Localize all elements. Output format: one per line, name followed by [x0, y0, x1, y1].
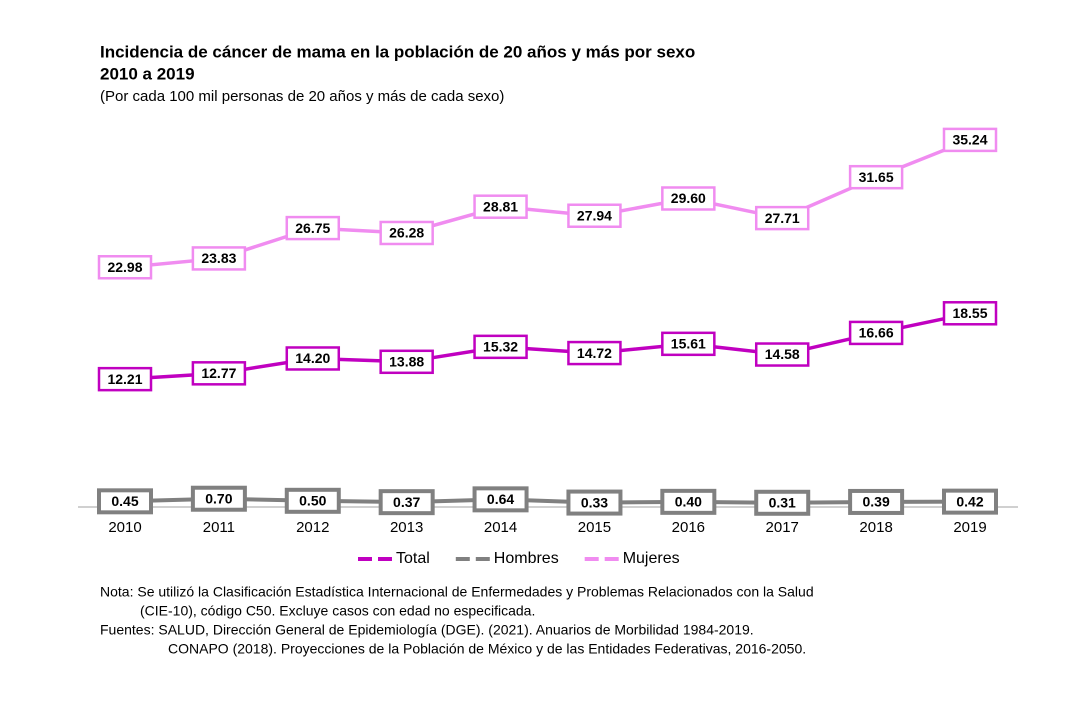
x-tick-label: 2017	[766, 519, 799, 536]
data-label: 26.75	[295, 220, 330, 236]
legend-label: Hombres	[494, 550, 559, 567]
data-label: 0.31	[769, 494, 796, 510]
data-label: 0.37	[393, 494, 420, 510]
data-label: 0.64	[487, 491, 514, 507]
data-label: 23.83	[201, 250, 236, 266]
data-label: 35.24	[952, 132, 987, 148]
label-box	[378, 489, 435, 516]
data-label: 0.39	[862, 494, 889, 510]
chart-title: Incidencia de cáncer de mama en la pobla…	[100, 42, 695, 61]
label-box	[97, 255, 153, 280]
label-box	[754, 342, 810, 367]
data-label: 29.60	[671, 190, 706, 206]
label-box	[472, 486, 529, 513]
label-box	[661, 186, 716, 211]
note: Nota: Se utilizó la Clasificación Estadí…	[100, 584, 814, 600]
data-label: 18.55	[952, 305, 987, 321]
label-box	[660, 488, 717, 515]
x-tick-label: 2016	[672, 519, 705, 536]
x-tick-label: 2019	[953, 519, 986, 536]
label-box	[567, 340, 622, 366]
label-box	[473, 334, 528, 360]
data-label: 0.42	[956, 493, 983, 509]
data-label: 14.58	[765, 346, 800, 362]
data-label: 0.40	[675, 494, 702, 510]
label-box	[942, 127, 998, 153]
data-label: 16.66	[859, 325, 894, 341]
data-label: 14.72	[577, 345, 612, 361]
label-box	[754, 205, 810, 231]
legend-label: Mujeres	[623, 550, 680, 567]
data-label: 13.88	[389, 354, 424, 370]
label-box	[848, 320, 904, 346]
note: Fuentes: SALUD, Dirección General de Epi…	[100, 622, 754, 638]
label-box	[191, 361, 247, 386]
data-label: 12.21	[107, 371, 142, 387]
label-box	[285, 346, 341, 371]
label-box	[97, 488, 153, 515]
data-label: 12.77	[201, 365, 236, 381]
line	[124, 496, 971, 505]
label-box	[848, 164, 904, 190]
data-label: 15.61	[671, 336, 706, 352]
label-box	[379, 349, 434, 375]
data-label: 0.70	[205, 490, 232, 506]
legend-label: Total	[396, 550, 430, 567]
label-box	[284, 487, 341, 514]
line	[124, 138, 971, 270]
chart-subtitle: (Por cada 100 mil personas de 20 años y …	[100, 88, 504, 105]
label-box	[566, 489, 623, 516]
data-label: 27.71	[765, 210, 800, 226]
label-box	[473, 194, 528, 219]
label-box	[754, 489, 811, 516]
x-tick-label: 2010	[108, 519, 141, 536]
data-label: 26.28	[389, 225, 424, 241]
x-tick-label: 2015	[578, 519, 611, 536]
note: (CIE-10), código C50. Excluye casos con …	[140, 603, 535, 619]
data-label: 27.94	[577, 207, 612, 223]
data-label: 22.98	[107, 259, 142, 275]
label-box	[191, 246, 247, 271]
label-box	[190, 485, 247, 512]
line	[124, 311, 971, 381]
x-tick-label: 2018	[859, 519, 892, 536]
label-box	[97, 366, 153, 392]
label-box	[285, 215, 341, 241]
x-tick-label: 2013	[390, 519, 423, 536]
data-label: 15.32	[483, 339, 518, 355]
label-box	[379, 220, 434, 246]
label-box	[848, 488, 905, 515]
data-label: 28.81	[483, 198, 518, 214]
note: CONAPO (2018). Proyecciones de la Poblac…	[168, 641, 806, 657]
data-label: 0.33	[581, 494, 608, 510]
data-label: 14.20	[295, 350, 330, 366]
chart-title: 2010 a 2019	[100, 64, 195, 83]
label-box	[942, 488, 998, 515]
label-box	[567, 203, 622, 228]
label-box	[661, 331, 716, 357]
x-tick-label: 2012	[296, 519, 329, 536]
data-label: 31.65	[859, 169, 894, 185]
x-tick-label: 2014	[484, 519, 517, 536]
label-box	[942, 301, 998, 326]
x-tick-label: 2011	[203, 519, 235, 536]
data-label: 0.50	[299, 493, 326, 509]
data-label: 0.45	[111, 493, 138, 509]
